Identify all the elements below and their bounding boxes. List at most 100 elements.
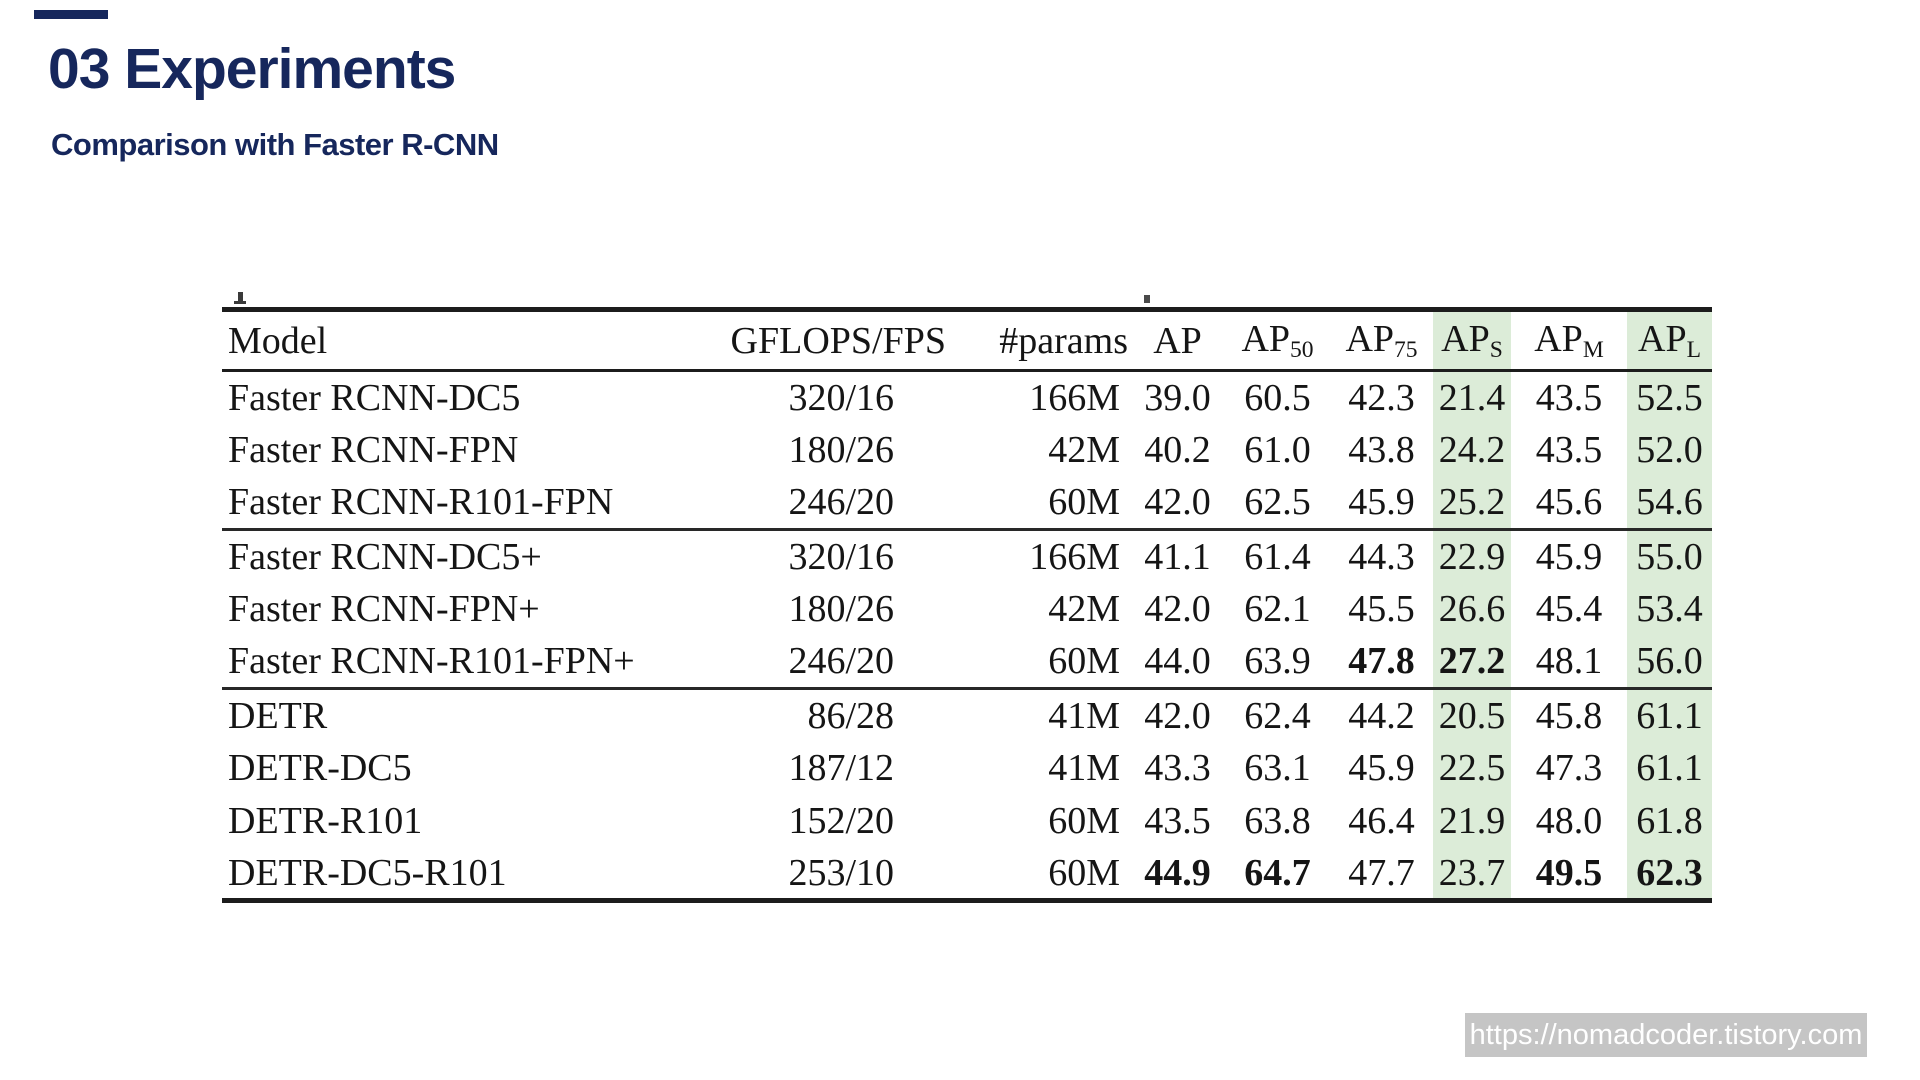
cropped-text-artifact-left [238, 292, 243, 304]
header-subscript: S [1489, 336, 1503, 363]
header-cell-gflops-fps: GFLOPS/FPS [660, 310, 950, 371]
value-cell: 166M [1029, 535, 1120, 578]
value-cell: 60.5 [1244, 376, 1311, 419]
value-cell: 45.4 [1535, 588, 1603, 630]
header-cell-ap50: AP50 [1225, 310, 1330, 371]
value-cell: 43.5 [1144, 800, 1211, 842]
table-row: DETR-R101 152/20 60M 43.5 63.8 46.4 21.9 48.0 61… [222, 794, 1712, 848]
header-label: AP [1638, 318, 1687, 361]
value-cell: 49.5 [1535, 851, 1603, 894]
value-cell: 41M [1048, 747, 1120, 789]
value-cell: 48.0 [1535, 800, 1603, 842]
value-cell: 44.3 [1348, 535, 1415, 578]
value-cell: 61.1 [1627, 688, 1712, 742]
value-cell: 42M [1048, 429, 1120, 471]
header-label: Model [228, 319, 328, 362]
value-cell: 41M [1048, 694, 1120, 737]
header-cell-apl: APL [1627, 309, 1712, 371]
results-table: Model GFLOPS/FPS #params AP AP50 AP75 APS APM AP… [222, 307, 1712, 903]
value-cell: 52.5 [1627, 370, 1712, 424]
value-cell: 180/26 [788, 429, 894, 471]
watermark-url: https://nomadcoder.tistory.com [1465, 1013, 1867, 1057]
value-cell: 26.6 [1433, 582, 1511, 636]
value-cell: 21.9 [1433, 794, 1511, 848]
value-cell: 52.0 [1627, 423, 1712, 477]
header-cell-apm: APM [1511, 310, 1627, 371]
table-row: Faster RCNN-FPN+ 180/26 42M 42.0 62.1 45.5 26.… [222, 582, 1712, 636]
value-cell: 53.4 [1627, 582, 1712, 636]
results-table-container: Model GFLOPS/FPS #params AP AP50 AP75 APS APM AP… [222, 296, 1712, 903]
value-cell: 41.1 [1144, 535, 1211, 578]
value-cell: 42M [1048, 588, 1120, 630]
model-cell: DETR-DC5-R101 [228, 851, 507, 894]
value-cell: 60M [1048, 800, 1120, 842]
table-row: Faster RCNN-DC5+ 320/16 166M 41.1 61.4 44.3 22… [222, 529, 1712, 583]
value-cell: 21.4 [1433, 370, 1511, 424]
table-row: Faster RCNN-FPN 180/26 42M 40.2 61.0 43.8 24.2… [222, 423, 1712, 477]
model-cell: Faster RCNN-FPN+ [228, 588, 540, 630]
header-label: AP [1345, 318, 1395, 361]
value-cell: 44.9 [1144, 851, 1211, 894]
value-cell: 60M [1048, 851, 1120, 894]
header-cell-ap75: AP75 [1330, 310, 1433, 371]
value-cell: 46.4 [1348, 800, 1415, 842]
model-cell: Faster RCNN-FPN [228, 429, 519, 471]
header-label: AP [1441, 318, 1490, 361]
header-subscript: L [1686, 336, 1701, 363]
value-cell: 23.7 [1433, 847, 1511, 901]
value-cell: 56.0 [1627, 635, 1712, 689]
model-cell: DETR [228, 694, 328, 737]
value-cell: 44.2 [1348, 694, 1415, 737]
table-row: DETR-DC5-R101 253/10 60M 44.9 64.7 47.7 23.7 49… [222, 847, 1712, 901]
value-cell: 44.0 [1144, 640, 1211, 683]
value-cell: 246/20 [788, 640, 894, 683]
page-title: 03 Experiments [48, 37, 456, 101]
value-cell: 86/28 [807, 694, 894, 737]
value-cell: 24.2 [1433, 423, 1511, 477]
value-cell: 60M [1048, 481, 1120, 524]
value-cell: 152/20 [788, 800, 894, 842]
value-cell: 166M [1029, 376, 1120, 419]
model-cell: DETR-DC5 [228, 747, 412, 789]
value-cell: 43.5 [1535, 429, 1603, 471]
model-cell: Faster RCNN-R101-FPN [228, 481, 614, 524]
table-row: DETR-DC5 187/12 41M 43.3 63.1 45.9 22.5 47.3 61.… [222, 741, 1712, 795]
value-cell: 27.2 [1433, 635, 1511, 689]
table-group-2: Faster RCNN-DC5+ 320/16 166M 41.1 61.4 44.3 22… [222, 529, 1712, 689]
header-cell-ap: AP [1130, 310, 1225, 371]
header-subscript: 50 [1290, 336, 1314, 363]
value-cell: 63.8 [1244, 800, 1311, 842]
header-cell--params: #params [950, 310, 1130, 371]
value-cell: 62.4 [1244, 694, 1311, 737]
table-header: Model GFLOPS/FPS #params AP AP50 AP75 APS APM AP… [222, 309, 1712, 371]
table-row: DETR 86/28 41M 42.0 62.4 44.2 20.5 45.8 61.1 [222, 688, 1712, 742]
model-cell: Faster RCNN-DC5 [228, 376, 521, 419]
header-label: AP [1534, 318, 1583, 361]
table-row: Faster RCNN-R101-FPN+ 246/20 60M 44.0 63.9 47… [222, 635, 1712, 689]
value-cell: 64.7 [1244, 851, 1311, 894]
value-cell: 45.9 [1348, 747, 1415, 789]
value-cell: 42.3 [1348, 376, 1415, 419]
value-cell: 61.4 [1244, 535, 1311, 578]
header-label: #params [999, 319, 1128, 362]
value-cell: 43.3 [1144, 747, 1211, 789]
value-cell: 47.8 [1348, 640, 1415, 683]
value-cell: 39.0 [1144, 376, 1211, 419]
value-cell: 48.1 [1535, 640, 1603, 683]
value-cell: 61.1 [1627, 741, 1712, 795]
value-cell: 63.1 [1244, 747, 1311, 789]
model-cell: Faster RCNN-R101-FPN+ [228, 640, 635, 683]
value-cell: 320/16 [788, 376, 894, 419]
value-cell: 47.3 [1535, 747, 1603, 789]
value-cell: 20.5 [1433, 688, 1511, 742]
value-cell: 43.5 [1535, 376, 1603, 419]
table-row: Faster RCNN-DC5 320/16 166M 39.0 60.5 42.3 21.… [222, 370, 1712, 424]
value-cell: 45.8 [1535, 694, 1603, 737]
title-accent-bar [34, 10, 108, 19]
value-cell: 187/12 [788, 747, 894, 789]
value-cell: 253/10 [788, 851, 894, 894]
value-cell: 62.1 [1244, 588, 1311, 630]
value-cell: 25.2 [1433, 476, 1511, 530]
value-cell: 63.9 [1244, 640, 1311, 683]
value-cell: 180/26 [788, 588, 894, 630]
